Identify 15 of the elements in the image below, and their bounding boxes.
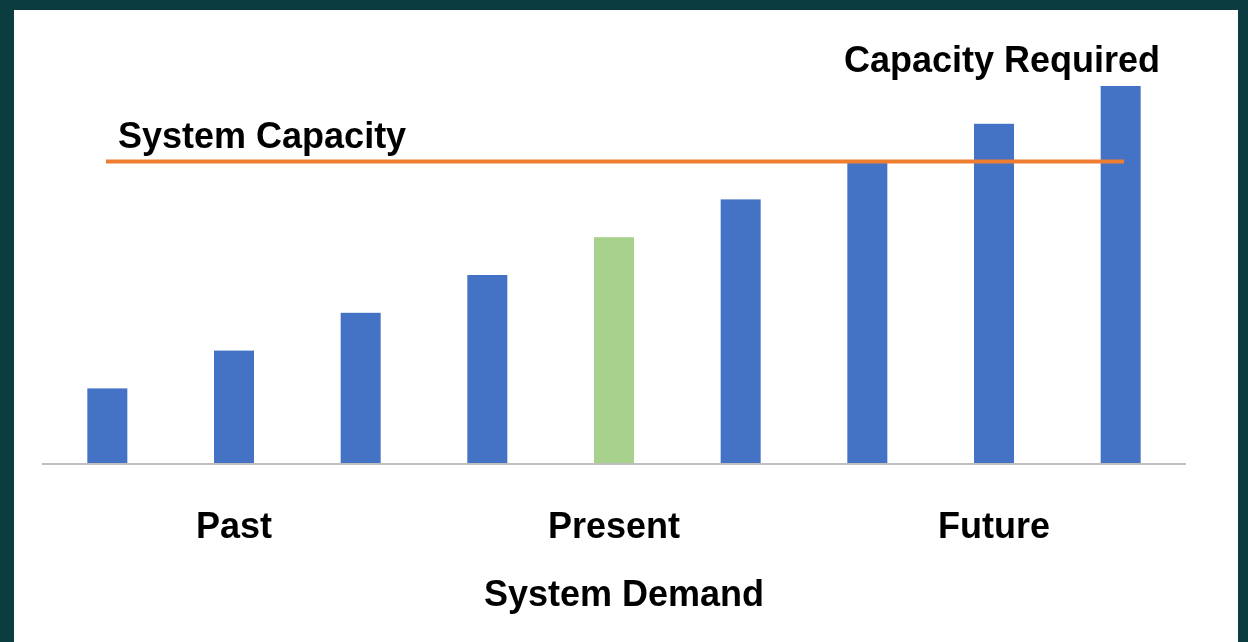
bar bbox=[974, 123, 1014, 464]
x-tick-label: Present bbox=[547, 505, 681, 546]
bar bbox=[87, 388, 128, 464]
bar bbox=[720, 199, 761, 464]
bar bbox=[847, 161, 888, 464]
text: Capacity Required bbox=[843, 39, 1160, 80]
bar bbox=[214, 350, 254, 464]
x-tick-label: Past bbox=[195, 505, 273, 546]
x-axis-title: System Demand bbox=[483, 573, 765, 614]
bar bbox=[467, 275, 508, 464]
ref-line-label: System Capacity bbox=[118, 114, 407, 156]
bar bbox=[340, 312, 381, 464]
x-tick-label: Future bbox=[938, 505, 1050, 546]
bar bbox=[1100, 86, 1141, 464]
bar bbox=[594, 237, 634, 464]
